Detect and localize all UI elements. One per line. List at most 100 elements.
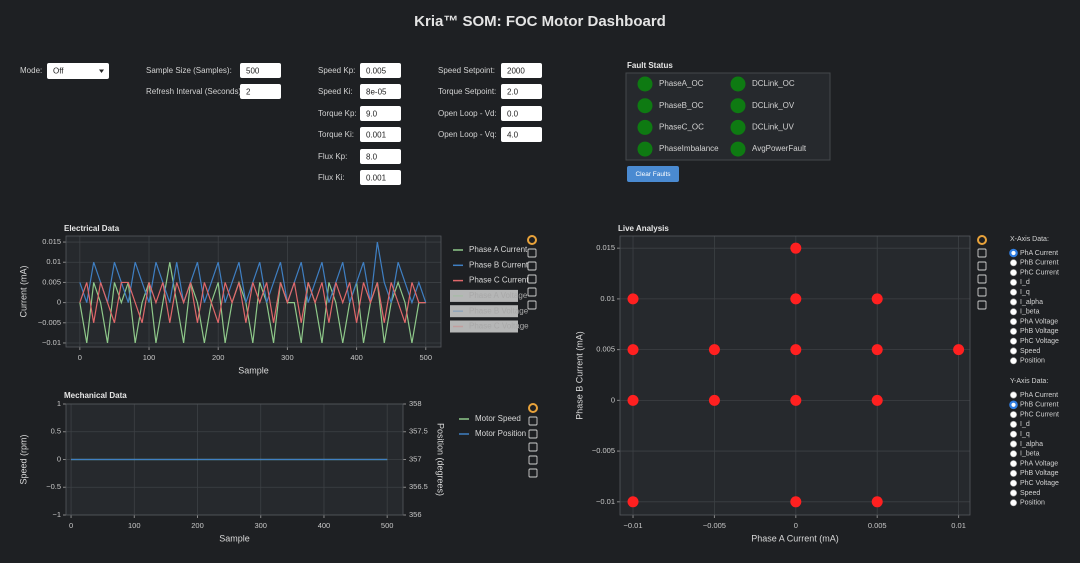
toolbar-tool[interactable] [528,468,538,478]
radio-button[interactable] [1009,308,1017,316]
radio-button[interactable] [1009,318,1017,326]
radio-button[interactable] [1009,327,1017,335]
toolbar-logo[interactable] [528,403,538,413]
radio-option[interactable]: PhB Current [1020,402,1059,409]
scatter-point [953,344,965,356]
toolbar-tool[interactable] [527,261,537,271]
legend-entry[interactable]: Motor Position [475,429,526,438]
x-tick-label: 500 [420,353,433,362]
radio-option[interactable]: PhA Voltage [1020,318,1058,325]
toolbar-tool[interactable] [977,274,987,284]
y-tick-label: 0 [57,454,61,463]
legend-entry[interactable]: Phase C Voltage [469,322,529,331]
radio-option[interactable]: I_d [1020,421,1030,428]
field-input[interactable] [240,84,281,99]
x-tick-label: −0.01 [624,521,643,530]
toolbar-tool[interactable] [528,429,538,439]
legend-entry[interactable]: Motor Speed [475,414,521,423]
toolbar-tool[interactable] [527,248,537,258]
radio-option[interactable]: Position [1020,500,1045,507]
toolbar-tool[interactable] [528,442,538,452]
radio-option[interactable]: I_q [1020,431,1030,438]
field-input[interactable] [501,63,542,78]
radio-button[interactable] [1009,489,1017,497]
radio-button[interactable] [1009,430,1017,438]
plot-frame [65,403,404,516]
radio-button[interactable] [1009,259,1017,267]
field-input[interactable] [360,63,401,78]
legend-entry[interactable]: Phase B Current [469,260,529,269]
scatter-point [790,344,802,356]
radio-button[interactable] [1009,460,1017,468]
field-input[interactable] [501,127,542,142]
legend-entry[interactable]: Phase A Current [469,245,528,254]
field-input[interactable] [501,106,542,121]
mode-label: Mode: [20,66,42,75]
radio-button[interactable] [1009,479,1017,487]
radio-button[interactable] [1009,248,1018,258]
legend-entry[interactable]: Phase C Current [469,276,529,285]
field-value: 0.001 [366,174,387,183]
toolbar-tool[interactable] [977,287,987,297]
toolbar-tool[interactable] [977,261,987,271]
field-input[interactable] [360,106,401,121]
toolbar-tool[interactable] [527,287,537,297]
radio-button[interactable] [1009,450,1017,458]
toolbar-tool[interactable] [977,300,987,310]
radio-button[interactable] [1009,440,1017,448]
radio-option[interactable]: PhC Current [1020,411,1059,418]
y-tick-label: 0 [611,395,615,404]
radio-option[interactable]: PhC Current [1020,269,1059,276]
radio-button[interactable] [1009,400,1018,410]
chart-title: Live Analysis [618,224,669,233]
toolbar-tool[interactable] [527,274,537,284]
legend-entry[interactable]: Phase B Voltage [469,306,529,315]
radio-option[interactable]: PhA Current [1020,250,1058,257]
radio-button[interactable] [1009,347,1017,355]
field-input[interactable] [360,84,401,99]
toolbar-tool[interactable] [528,455,538,465]
radio-option[interactable]: Speed [1020,490,1040,497]
radio-option[interactable]: PhB Current [1020,260,1059,267]
legend-entry[interactable]: Phase A Voltage [469,291,528,300]
radio-option[interactable]: PhA Voltage [1020,460,1058,467]
toolbar-logo[interactable] [527,235,537,245]
field-input[interactable] [240,63,281,78]
radio-button[interactable] [1009,278,1017,286]
scatter-point [627,293,639,305]
radio-option[interactable]: I_d [1020,279,1030,286]
radio-option[interactable]: PhC Voltage [1020,338,1059,345]
mode-select[interactable] [47,63,109,79]
radio-option[interactable]: I_beta [1020,451,1040,458]
radio-option[interactable]: I_beta [1020,309,1040,316]
radio-button[interactable] [1009,337,1017,345]
radio-option[interactable]: PhB Voltage [1020,470,1059,477]
radio-option[interactable]: Speed [1020,348,1040,355]
radio-option[interactable]: I_alpha [1020,299,1043,306]
radio-button[interactable] [1009,411,1017,419]
plot-frame [619,235,971,516]
clear-faults-button[interactable] [627,166,679,182]
radio-option[interactable]: I_q [1020,289,1030,296]
radio-button[interactable] [1009,420,1017,428]
radio-button[interactable] [1009,391,1017,399]
toolbar-tool[interactable] [527,300,537,310]
radio-option[interactable]: Position [1020,358,1045,365]
radio-option[interactable]: PhC Voltage [1020,480,1059,487]
toolbar-logo[interactable] [977,235,987,245]
radio-button[interactable] [1009,357,1017,365]
radio-button[interactable] [1009,298,1017,306]
radio-option[interactable]: PhB Voltage [1020,328,1059,335]
field-input[interactable] [360,127,401,142]
toolbar-tool[interactable] [977,248,987,258]
toolbar-tool[interactable] [528,416,538,426]
radio-button[interactable] [1009,269,1017,277]
field-input[interactable] [360,149,401,164]
radio-button[interactable] [1009,499,1017,507]
radio-button[interactable] [1009,288,1017,296]
radio-option[interactable]: I_alpha [1020,441,1043,448]
radio-option[interactable]: PhA Current [1020,392,1058,399]
radio-button[interactable] [1009,469,1017,477]
field-input[interactable] [360,170,401,185]
field-input[interactable] [501,84,542,99]
